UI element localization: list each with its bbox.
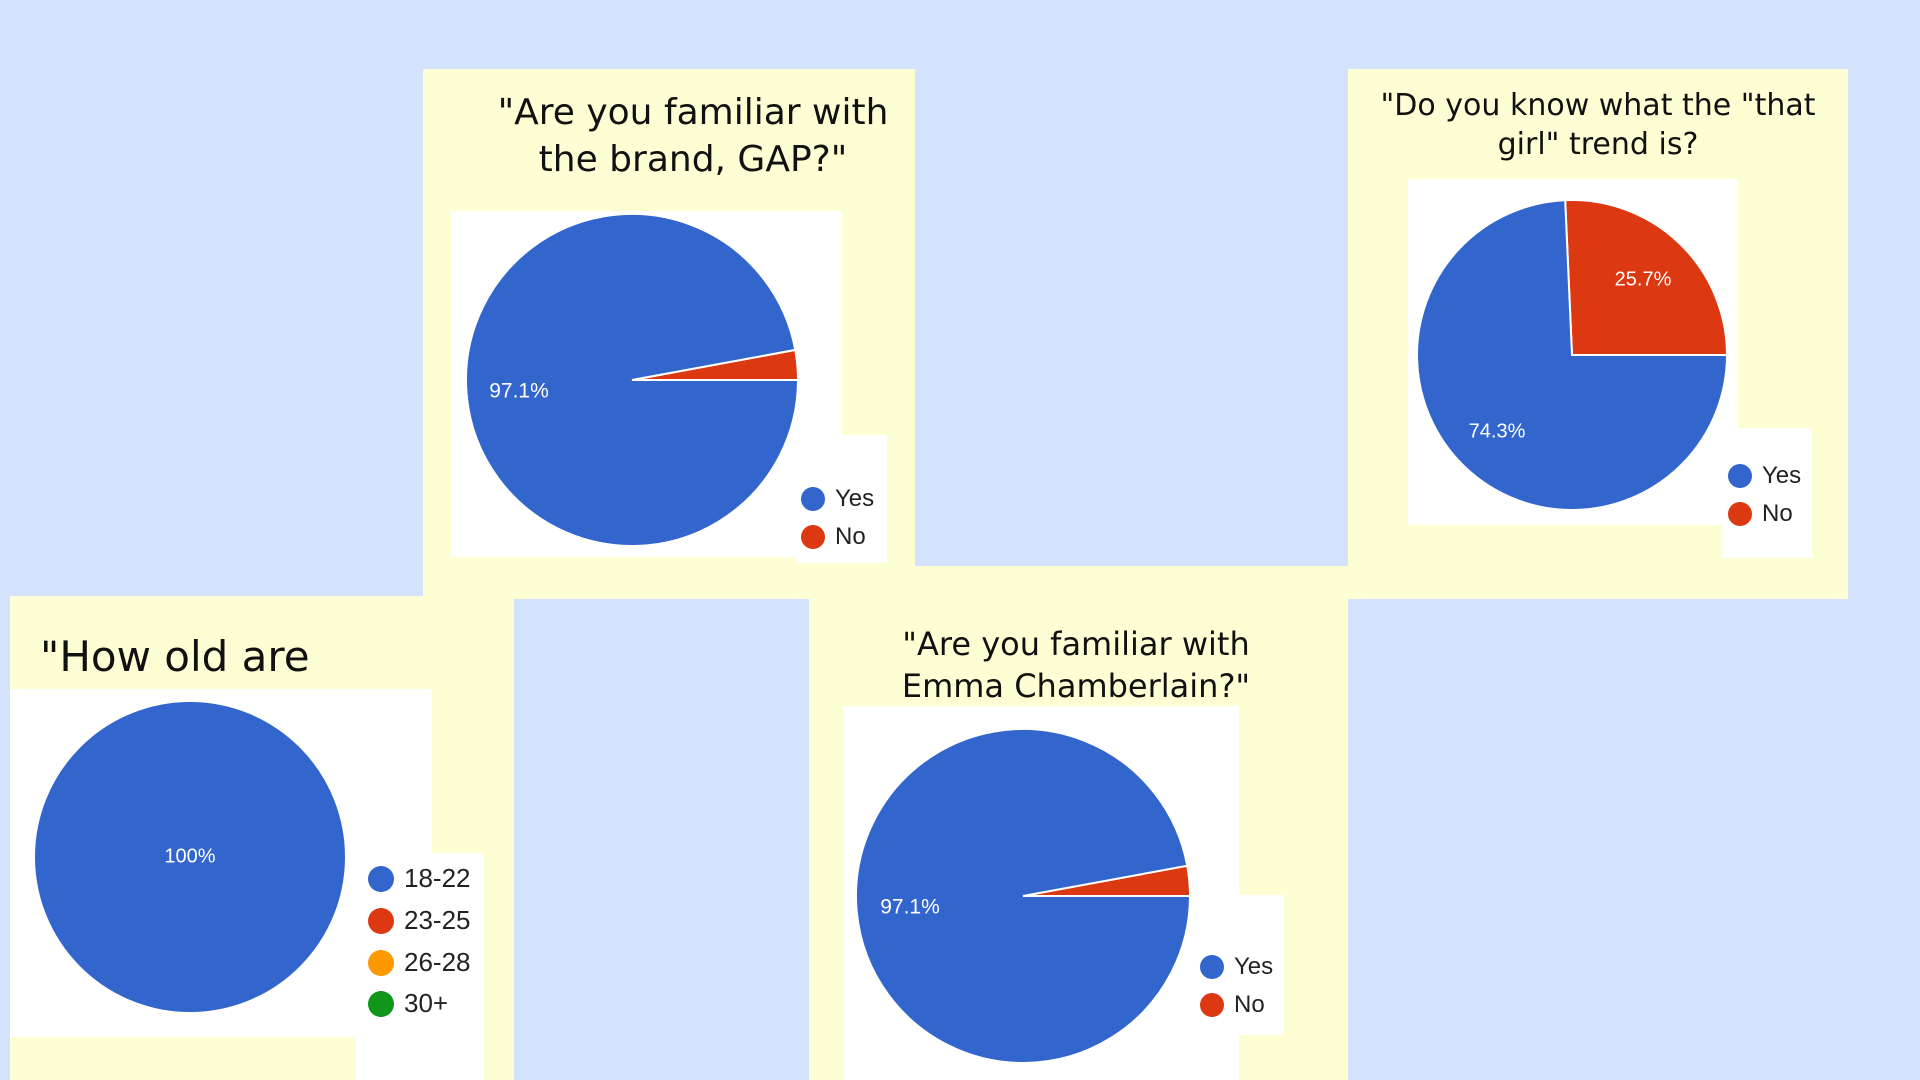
- pie-chart-gap: 97.1%: [465, 213, 800, 547]
- pie-slice-thatgirl-yes: [1416, 199, 1729, 511]
- legend-item-yes: Yes: [1200, 953, 1273, 981]
- legend-swatch-26-28: [368, 949, 394, 976]
- chart-title-emma: "Are you familiar with Emma Chamberlain?…: [901, 625, 1251, 705]
- legend-label-26-28: 26-28: [404, 947, 471, 977]
- legend-gap: Yes No: [795, 435, 887, 563]
- legend-item-30plus: 30+: [368, 988, 448, 1019]
- legend-label-yes: Yes: [1762, 462, 1802, 489]
- data-label-thatgirl-no: 25.7%: [1615, 268, 1672, 290]
- legend-age: 18-22 23-25 26-28 30+: [356, 853, 484, 1080]
- legend-item-no: No: [1200, 991, 1265, 1019]
- legend-label-30plus: 30+: [404, 988, 449, 1018]
- legend-swatch-no: [1728, 502, 1752, 526]
- legend-swatch-no: [1200, 993, 1224, 1017]
- legend-item-no: No: [801, 523, 866, 551]
- pie-slice-emma-yes: [855, 728, 1192, 1064]
- data-label-gap-yes: 97.1%: [489, 380, 549, 403]
- legend-item-yes: Yes: [801, 485, 874, 513]
- legend-label-18-22: 18-22: [404, 863, 471, 893]
- pie-slice-gap-yes: [465, 213, 800, 547]
- legend-label-yes: Yes: [835, 485, 875, 512]
- chart-title-thatgirl: "Do you know what the "that girl" trend …: [1380, 88, 1816, 162]
- pie-chart-emma: 97.1%: [855, 728, 1192, 1064]
- legend-label-23-25: 23-25: [404, 905, 471, 935]
- legend-item-18-22: 18-22: [368, 863, 471, 894]
- legend-emma: Yes No: [1192, 895, 1284, 1035]
- legend-item-yes: Yes: [1728, 462, 1801, 490]
- legend-label-yes: Yes: [1234, 953, 1274, 980]
- legend-label-no: No: [1234, 991, 1265, 1018]
- legend-swatch-yes: [1200, 955, 1224, 979]
- legend-thatgirl: Yes No: [1722, 428, 1812, 558]
- pie-chart-age: 100%: [33, 700, 347, 1014]
- legend-swatch-23-25: [368, 907, 394, 934]
- pie-slice-thatgirl-no: [1564, 199, 1729, 356]
- legend-swatch-no: [801, 525, 825, 549]
- legend-swatch-yes: [801, 487, 825, 511]
- legend-label-no: No: [1762, 500, 1793, 527]
- pie-slice-age-18-22: [33, 700, 347, 1014]
- legend-item-no: No: [1728, 500, 1793, 528]
- data-label-age-18-22: 100%: [164, 845, 215, 867]
- data-label-thatgirl-yes: 74.3%: [1469, 420, 1526, 442]
- legend-swatch-30plus: [368, 990, 394, 1017]
- data-label-emma-yes: 97.1%: [880, 896, 940, 919]
- legend-item-23-25: 23-25: [368, 905, 471, 936]
- legend-item-26-28: 26-28: [368, 947, 471, 978]
- legend-swatch-yes: [1728, 464, 1752, 488]
- legend-swatch-18-22: [368, 865, 394, 892]
- chart-title-gap: "Are you familiar with the brand, GAP?": [497, 92, 889, 180]
- pie-chart-thatgirl: 74.3% 25.7%: [1416, 199, 1729, 511]
- legend-label-no: No: [835, 523, 866, 550]
